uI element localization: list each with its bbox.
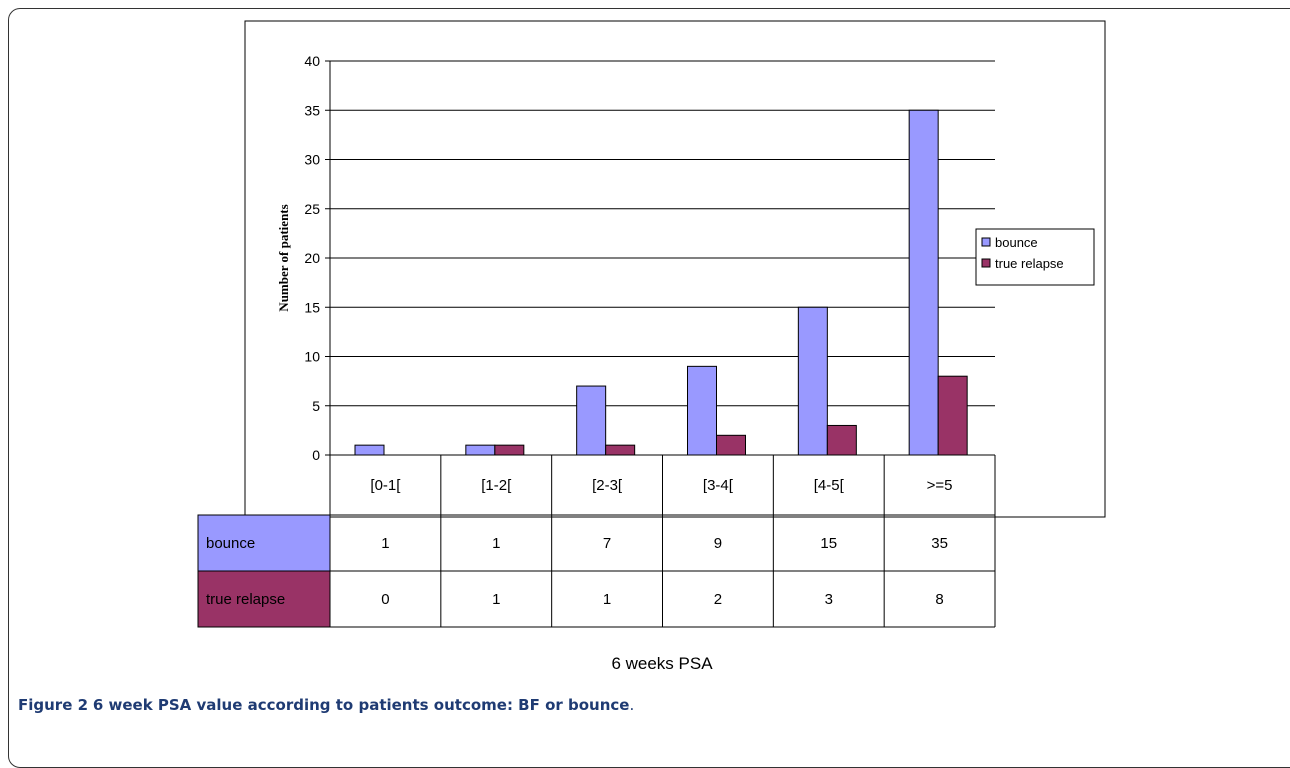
category-label: [0-1[ bbox=[370, 477, 401, 494]
category-label: [2-3[ bbox=[592, 477, 623, 494]
bar bbox=[687, 365, 717, 456]
table-cell-value: 15 bbox=[820, 535, 837, 552]
bar bbox=[826, 424, 857, 456]
y-axis-label: Number of patients bbox=[276, 204, 291, 311]
table-row-label: bounce bbox=[206, 535, 255, 552]
bar bbox=[937, 375, 968, 456]
bar bbox=[494, 444, 525, 456]
plot-area-border bbox=[244, 20, 1106, 518]
bar bbox=[716, 434, 746, 456]
table-cell-value: 35 bbox=[931, 535, 948, 552]
y-tick-label: 30 bbox=[304, 152, 320, 168]
y-tick-label: 10 bbox=[304, 349, 320, 365]
y-tick-label: 40 bbox=[304, 53, 320, 69]
table-cell-value: 1 bbox=[381, 535, 389, 552]
legend-swatch bbox=[981, 237, 991, 247]
category-label: [4-5[ bbox=[814, 477, 845, 494]
legend-label: true relapse bbox=[995, 256, 1064, 271]
y-tick-label: 35 bbox=[304, 102, 320, 118]
table-cell-value: 1 bbox=[603, 591, 611, 608]
bar bbox=[605, 444, 636, 456]
y-tick-label: 0 bbox=[312, 447, 320, 463]
caption-end: . bbox=[629, 696, 635, 714]
category-label: [1-2[ bbox=[481, 477, 512, 494]
y-tick-label: 5 bbox=[312, 398, 320, 414]
x-axis-label: 6 weeks PSA bbox=[611, 654, 713, 673]
table-cell-value: 3 bbox=[825, 591, 833, 608]
table-cell-value: 8 bbox=[935, 591, 943, 608]
table-cell-value: 1 bbox=[492, 535, 500, 552]
legend-box bbox=[975, 228, 1095, 286]
y-tick-label: 20 bbox=[304, 250, 320, 266]
table-cell-value: 2 bbox=[714, 591, 722, 608]
y-tick-label: 15 bbox=[304, 299, 320, 315]
bar bbox=[797, 306, 828, 456]
legend-swatch bbox=[981, 258, 991, 268]
y-tick-label: 25 bbox=[304, 201, 320, 217]
table-cell-value: 7 bbox=[603, 535, 611, 552]
legend-label: bounce bbox=[995, 235, 1038, 250]
table-cell-value: 9 bbox=[714, 535, 722, 552]
bar bbox=[354, 444, 385, 456]
category-label: >=5 bbox=[927, 477, 953, 494]
figure-caption: Figure 2 6 week PSA value according to p… bbox=[18, 696, 634, 714]
category-label: [3-4[ bbox=[703, 477, 734, 494]
table-row-label: true relapse bbox=[206, 591, 285, 608]
caption-text: 6 week PSA value according to patients o… bbox=[92, 696, 630, 714]
table-cell-value: 0 bbox=[381, 591, 389, 608]
bar bbox=[465, 444, 496, 456]
table-cell-value: 1 bbox=[492, 591, 500, 608]
bar bbox=[576, 385, 607, 456]
caption-label: Figure 2 bbox=[18, 696, 89, 714]
bar bbox=[908, 109, 939, 456]
